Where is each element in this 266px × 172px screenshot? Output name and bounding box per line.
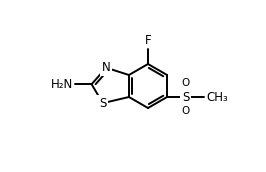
Text: O: O [182, 106, 190, 116]
Text: O: O [182, 78, 190, 88]
Text: F: F [145, 34, 151, 47]
Text: CH₃: CH₃ [206, 90, 228, 104]
Text: N: N [102, 61, 111, 74]
Text: H₂N: H₂N [51, 78, 73, 91]
Text: S: S [182, 90, 189, 104]
Text: S: S [99, 97, 106, 110]
